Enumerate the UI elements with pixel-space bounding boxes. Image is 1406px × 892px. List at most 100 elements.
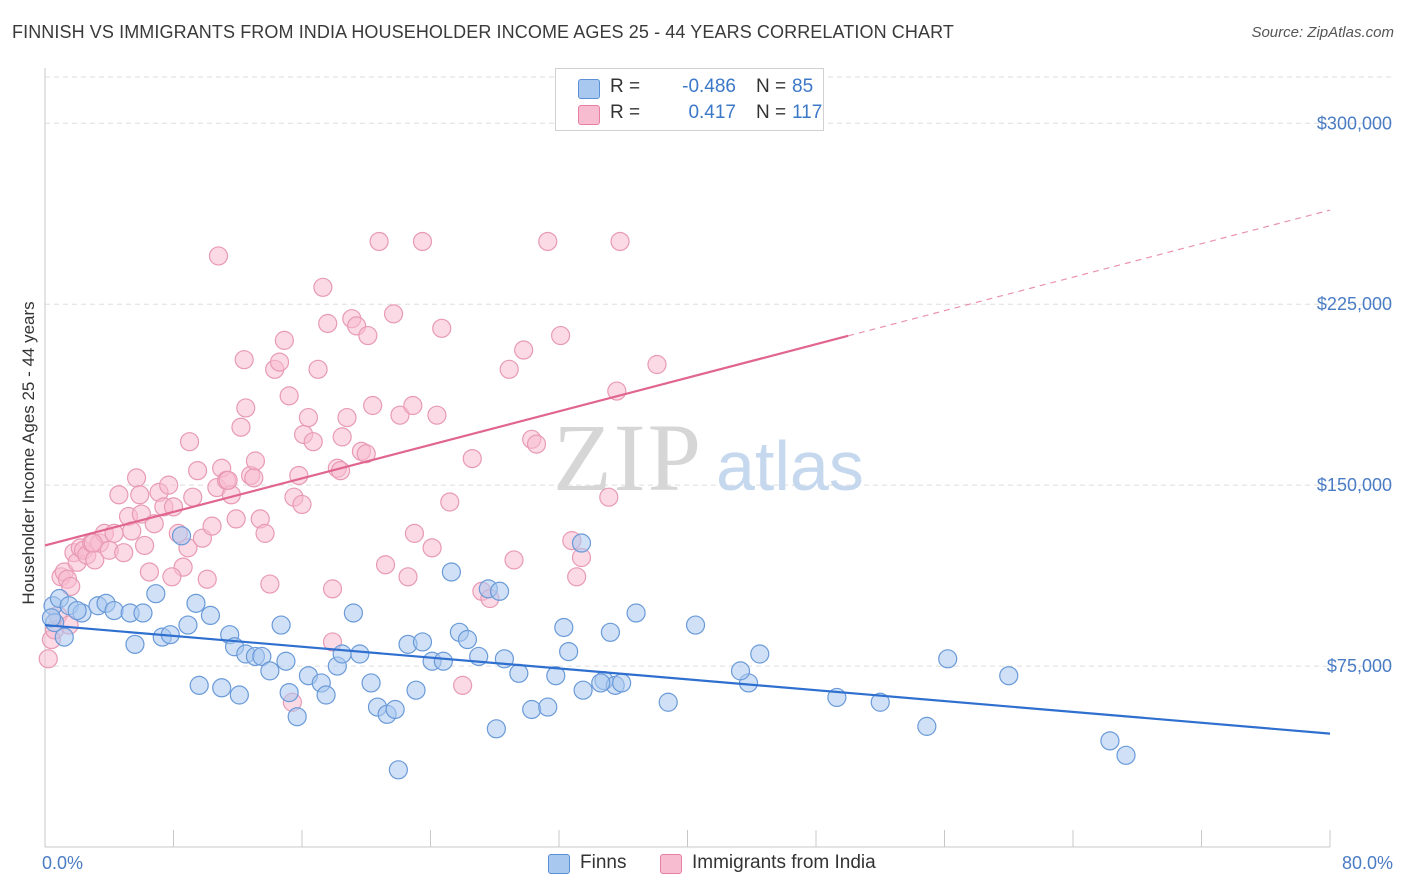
- india-point: [114, 543, 134, 563]
- axes: [44, 68, 1331, 848]
- india-trend-line: [44, 334, 849, 547]
- india-point: [126, 468, 147, 488]
- india-point: [332, 427, 352, 447]
- legend-r-value: 0.417: [688, 102, 736, 123]
- finns-point: [125, 634, 145, 654]
- finns-point: [626, 603, 646, 623]
- india-point: [187, 461, 208, 481]
- india-point: [226, 509, 246, 529]
- finns-point: [573, 680, 593, 700]
- india-point: [244, 468, 264, 488]
- india-point: [412, 231, 433, 252]
- india-point: [337, 407, 357, 428]
- finns-point: [658, 692, 678, 712]
- finns-point: [870, 692, 890, 712]
- finns-point: [489, 581, 510, 601]
- india-point: [234, 350, 254, 370]
- finns-point: [917, 716, 937, 736]
- finns-point: [385, 699, 405, 720]
- finns-point: [999, 666, 1019, 686]
- finns-point: [538, 697, 558, 717]
- legend-swatch-finns: [548, 854, 570, 874]
- india-point: [356, 444, 376, 464]
- india-point: [130, 485, 150, 505]
- india-trend-extension: [847, 209, 1331, 337]
- india-point: [390, 405, 410, 425]
- y-tick-label: $225,000: [1317, 294, 1392, 314]
- india-point: [38, 649, 58, 669]
- finns-points: [41, 526, 1136, 780]
- finns-point: [279, 682, 299, 703]
- india-point: [383, 304, 404, 324]
- finns-point: [146, 584, 166, 604]
- finns-point: [350, 644, 370, 664]
- india-point: [179, 432, 200, 452]
- series-legend: Finns Immigrants from India: [0, 852, 1406, 878]
- india-point: [499, 359, 519, 379]
- finns-point: [522, 699, 542, 720]
- legend-r-value: -0.486: [682, 76, 736, 97]
- x-tick-label: 0.0%: [42, 853, 83, 873]
- india-point: [139, 562, 160, 582]
- finns-point: [271, 615, 291, 635]
- x-tick-labels: 0.0% 80.0%: [42, 853, 1393, 873]
- legend-r-label: R =: [610, 76, 641, 97]
- finns-point: [287, 707, 307, 727]
- finns-point: [67, 600, 87, 621]
- legend-swatch-finns: [578, 79, 600, 99]
- legend-label-finns: Finns: [580, 852, 627, 873]
- india-point: [363, 395, 383, 416]
- finns-point: [133, 603, 153, 623]
- watermark: ZIP atlas: [553, 404, 864, 511]
- india-point: [398, 567, 418, 587]
- india-point: [318, 313, 338, 334]
- finns-point: [591, 673, 611, 693]
- legend-n-label: N =: [756, 76, 787, 97]
- india-point: [231, 417, 251, 437]
- india-point: [440, 492, 460, 512]
- india-point: [61, 576, 81, 597]
- finns-point: [546, 666, 566, 686]
- india-point: [162, 567, 182, 587]
- finns-point: [260, 661, 280, 681]
- y-axis-label: Householder Income Ages 25 - 44 years: [19, 301, 38, 604]
- x-tick-label: 80.0%: [1342, 853, 1393, 873]
- india-point: [369, 231, 389, 252]
- india-point: [526, 434, 547, 454]
- finns-point: [178, 615, 198, 635]
- india-point: [358, 325, 378, 346]
- india-point: [599, 487, 619, 507]
- india-point: [134, 535, 155, 556]
- india-point: [303, 432, 323, 452]
- finns-point: [229, 685, 249, 705]
- finns-point: [571, 533, 592, 553]
- india-point: [255, 523, 275, 543]
- india-point: [403, 395, 423, 416]
- india-point: [236, 398, 256, 418]
- chart-title: FINNISH VS IMMIGRANTS FROM INDIA HOUSEHO…: [12, 22, 954, 42]
- watermark-zip: ZIP: [553, 404, 703, 511]
- india-point: [422, 538, 442, 558]
- finns-point: [612, 673, 632, 693]
- india-point: [208, 246, 229, 266]
- india-point: [279, 386, 299, 406]
- finns-point: [276, 651, 296, 671]
- finns-point: [730, 661, 751, 681]
- india-point: [432, 318, 452, 338]
- india-point: [453, 675, 473, 695]
- india-point: [260, 574, 280, 594]
- finns-point: [316, 685, 336, 705]
- finns-point: [406, 680, 426, 700]
- y-tick-label: $300,000: [1317, 113, 1392, 133]
- india-point: [322, 579, 343, 599]
- finns-point: [457, 629, 478, 650]
- finns-point: [600, 622, 621, 642]
- finns-point: [433, 651, 453, 671]
- finns-point: [412, 632, 433, 652]
- india-point: [269, 352, 290, 372]
- finns-point: [554, 617, 574, 638]
- india-point: [202, 516, 222, 536]
- finns-point: [200, 605, 221, 626]
- india-point: [610, 231, 630, 252]
